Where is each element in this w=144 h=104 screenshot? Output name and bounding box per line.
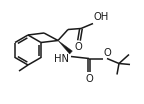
Text: O: O [104,48,112,58]
Text: HN: HN [54,53,69,64]
Text: O: O [85,74,93,84]
Text: O: O [74,43,82,53]
Text: OH: OH [94,12,109,22]
Polygon shape [58,40,72,54]
